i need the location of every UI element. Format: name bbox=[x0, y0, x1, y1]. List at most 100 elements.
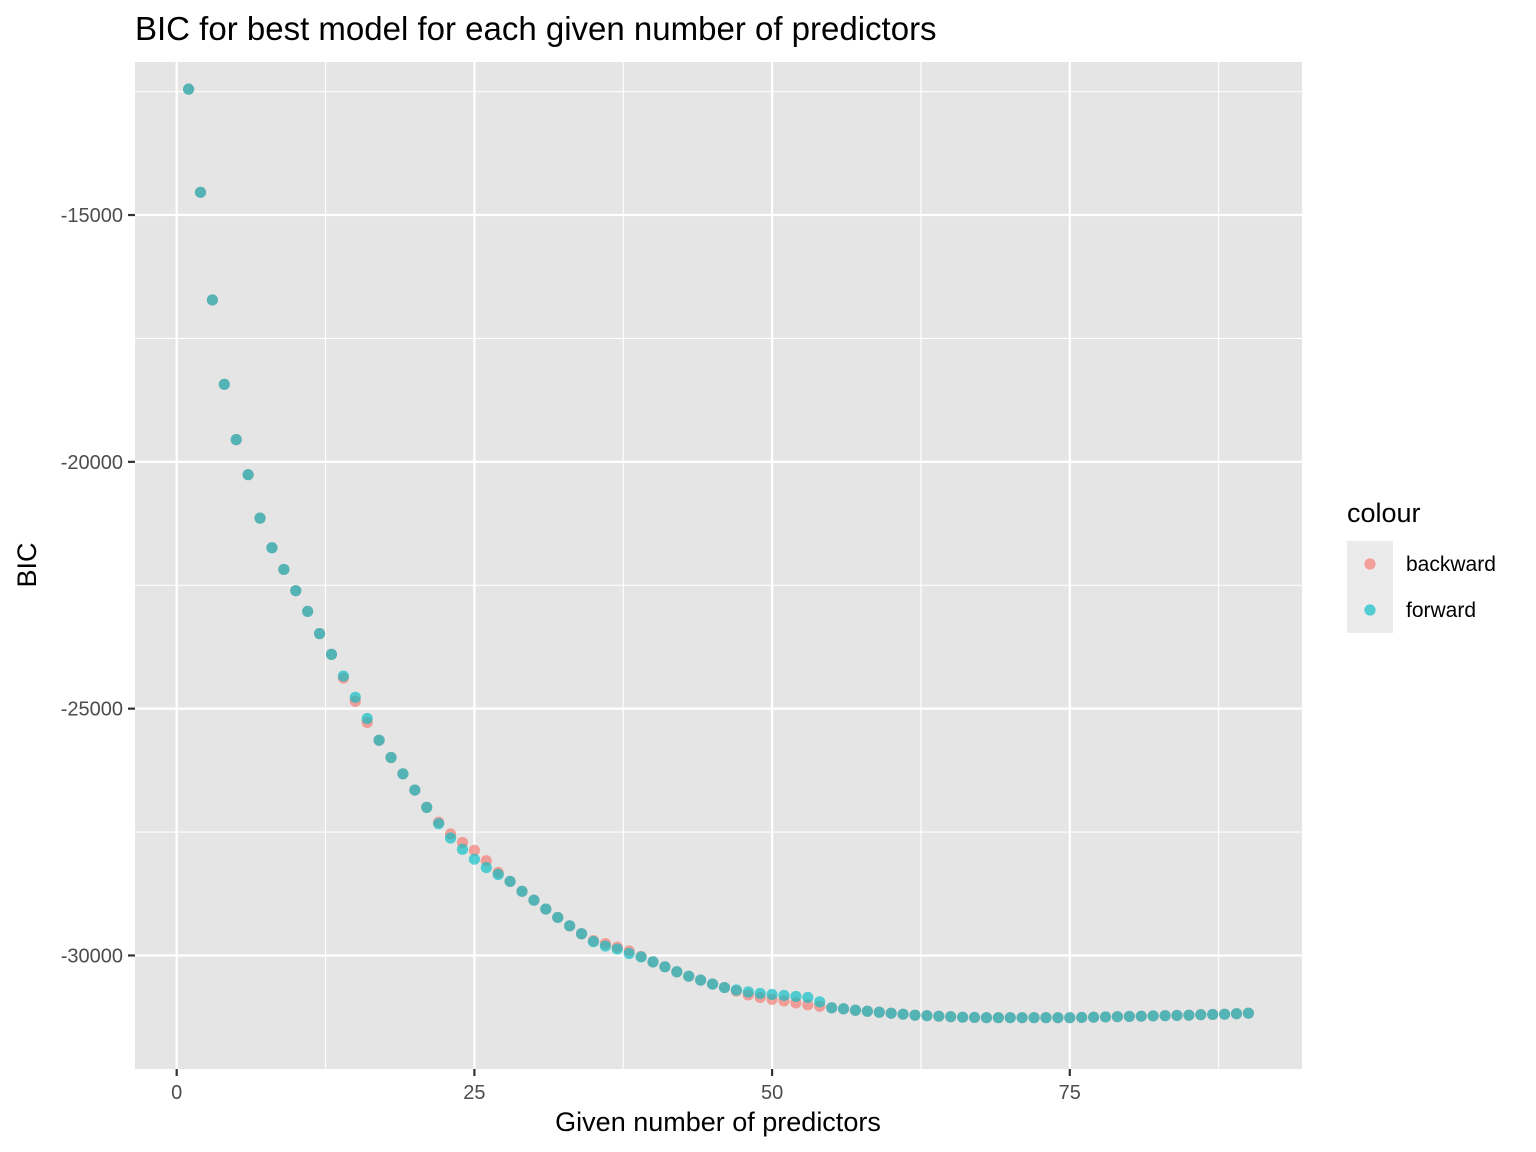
point-forward bbox=[921, 1010, 933, 1022]
point-forward bbox=[290, 585, 302, 597]
point-forward bbox=[718, 981, 731, 994]
y-tick-label: -30000 bbox=[61, 945, 123, 967]
point-forward bbox=[492, 868, 504, 881]
x-tick-label: 0 bbox=[171, 1082, 182, 1104]
point-forward bbox=[1111, 1011, 1124, 1023]
point-forward bbox=[933, 1010, 945, 1022]
point-forward bbox=[361, 712, 373, 725]
point-forward bbox=[659, 961, 671, 973]
point-forward bbox=[1052, 1012, 1064, 1024]
point-forward bbox=[552, 911, 564, 924]
point-forward bbox=[1147, 1010, 1159, 1022]
legend-swatch-forward bbox=[1364, 604, 1376, 616]
legend-title: colour bbox=[1347, 498, 1421, 528]
point-forward bbox=[528, 894, 540, 906]
point-forward bbox=[516, 885, 528, 897]
point-forward bbox=[575, 928, 588, 940]
point-forward bbox=[1159, 1010, 1171, 1022]
point-forward bbox=[456, 843, 469, 855]
point-backward bbox=[468, 844, 480, 856]
point-forward bbox=[623, 947, 635, 960]
point-forward bbox=[313, 628, 326, 640]
point-forward bbox=[385, 751, 397, 764]
point-forward bbox=[230, 434, 242, 446]
point-forward bbox=[968, 1011, 981, 1024]
point-forward bbox=[766, 988, 778, 1001]
point-forward bbox=[1016, 1012, 1028, 1024]
legend: colour backward forward bbox=[1347, 498, 1496, 633]
point-forward bbox=[266, 542, 278, 554]
point-forward bbox=[254, 512, 266, 524]
y-tick-label: -20000 bbox=[61, 452, 123, 474]
point-forward bbox=[861, 1005, 873, 1017]
point-forward bbox=[337, 670, 349, 682]
point-forward bbox=[957, 1011, 969, 1023]
point-forward bbox=[206, 294, 219, 306]
point-forward bbox=[1135, 1010, 1147, 1022]
point-forward bbox=[1088, 1011, 1100, 1023]
point-forward bbox=[218, 378, 230, 390]
point-forward bbox=[194, 186, 207, 198]
point-forward bbox=[945, 1011, 957, 1023]
point-forward bbox=[1171, 1009, 1183, 1022]
point-forward bbox=[540, 903, 552, 915]
point-forward bbox=[1183, 1009, 1195, 1021]
point-forward bbox=[909, 1009, 921, 1021]
point-forward bbox=[1242, 1007, 1255, 1019]
point-forward bbox=[671, 966, 683, 978]
point-forward bbox=[1099, 1011, 1112, 1023]
y-tick-label: -25000 bbox=[61, 699, 123, 721]
point-forward bbox=[1195, 1009, 1207, 1021]
point-forward bbox=[992, 1012, 1004, 1024]
point-forward bbox=[814, 996, 826, 1008]
x-tick-label: 25 bbox=[463, 1082, 485, 1104]
point-forward bbox=[885, 1007, 897, 1019]
point-forward bbox=[706, 978, 719, 990]
point-forward bbox=[742, 986, 754, 998]
point-forward bbox=[278, 563, 290, 576]
point-forward bbox=[611, 943, 623, 955]
point-forward bbox=[564, 920, 576, 932]
point-forward bbox=[349, 691, 361, 703]
point-forward bbox=[421, 801, 433, 813]
x-tick-label: 50 bbox=[761, 1082, 783, 1104]
point-forward bbox=[242, 469, 254, 481]
point-forward bbox=[683, 970, 695, 982]
point-forward bbox=[409, 784, 421, 796]
point-forward bbox=[1064, 1012, 1076, 1024]
legend-label-forward: forward bbox=[1406, 599, 1476, 622]
point-forward bbox=[587, 936, 600, 948]
point-forward bbox=[778, 989, 790, 1002]
y-tick-label: -15000 bbox=[61, 205, 123, 227]
point-forward bbox=[849, 1004, 862, 1016]
point-forward bbox=[897, 1008, 909, 1020]
point-forward bbox=[444, 832, 457, 844]
point-forward bbox=[1218, 1008, 1231, 1020]
point-forward bbox=[599, 940, 611, 952]
y-axis-title: BIC bbox=[12, 542, 42, 587]
plot-panel bbox=[135, 62, 1302, 1069]
point-forward bbox=[1004, 1012, 1016, 1024]
legend-swatch-backward bbox=[1364, 558, 1376, 570]
data-points bbox=[182, 83, 1255, 1024]
point-forward bbox=[635, 951, 647, 963]
point-forward bbox=[754, 987, 766, 1000]
x-axis-title: Given number of predictors bbox=[555, 1107, 881, 1137]
x-axis: 0 25 50 75 bbox=[171, 1069, 1081, 1104]
point-forward bbox=[873, 1006, 885, 1018]
point-forward bbox=[802, 991, 814, 1004]
point-forward bbox=[433, 818, 445, 830]
legend-label-backward: backward bbox=[1406, 553, 1496, 576]
point-forward bbox=[1028, 1012, 1040, 1024]
point-forward bbox=[397, 768, 409, 780]
series-forward bbox=[182, 83, 1255, 1024]
point-forward bbox=[325, 648, 338, 660]
point-forward bbox=[1123, 1010, 1135, 1023]
point-forward bbox=[504, 875, 516, 888]
point-forward bbox=[837, 1003, 850, 1015]
point-forward bbox=[1230, 1008, 1243, 1020]
point-forward bbox=[1207, 1008, 1219, 1021]
point-forward bbox=[302, 605, 314, 618]
x-tick-label: 75 bbox=[1059, 1082, 1081, 1104]
